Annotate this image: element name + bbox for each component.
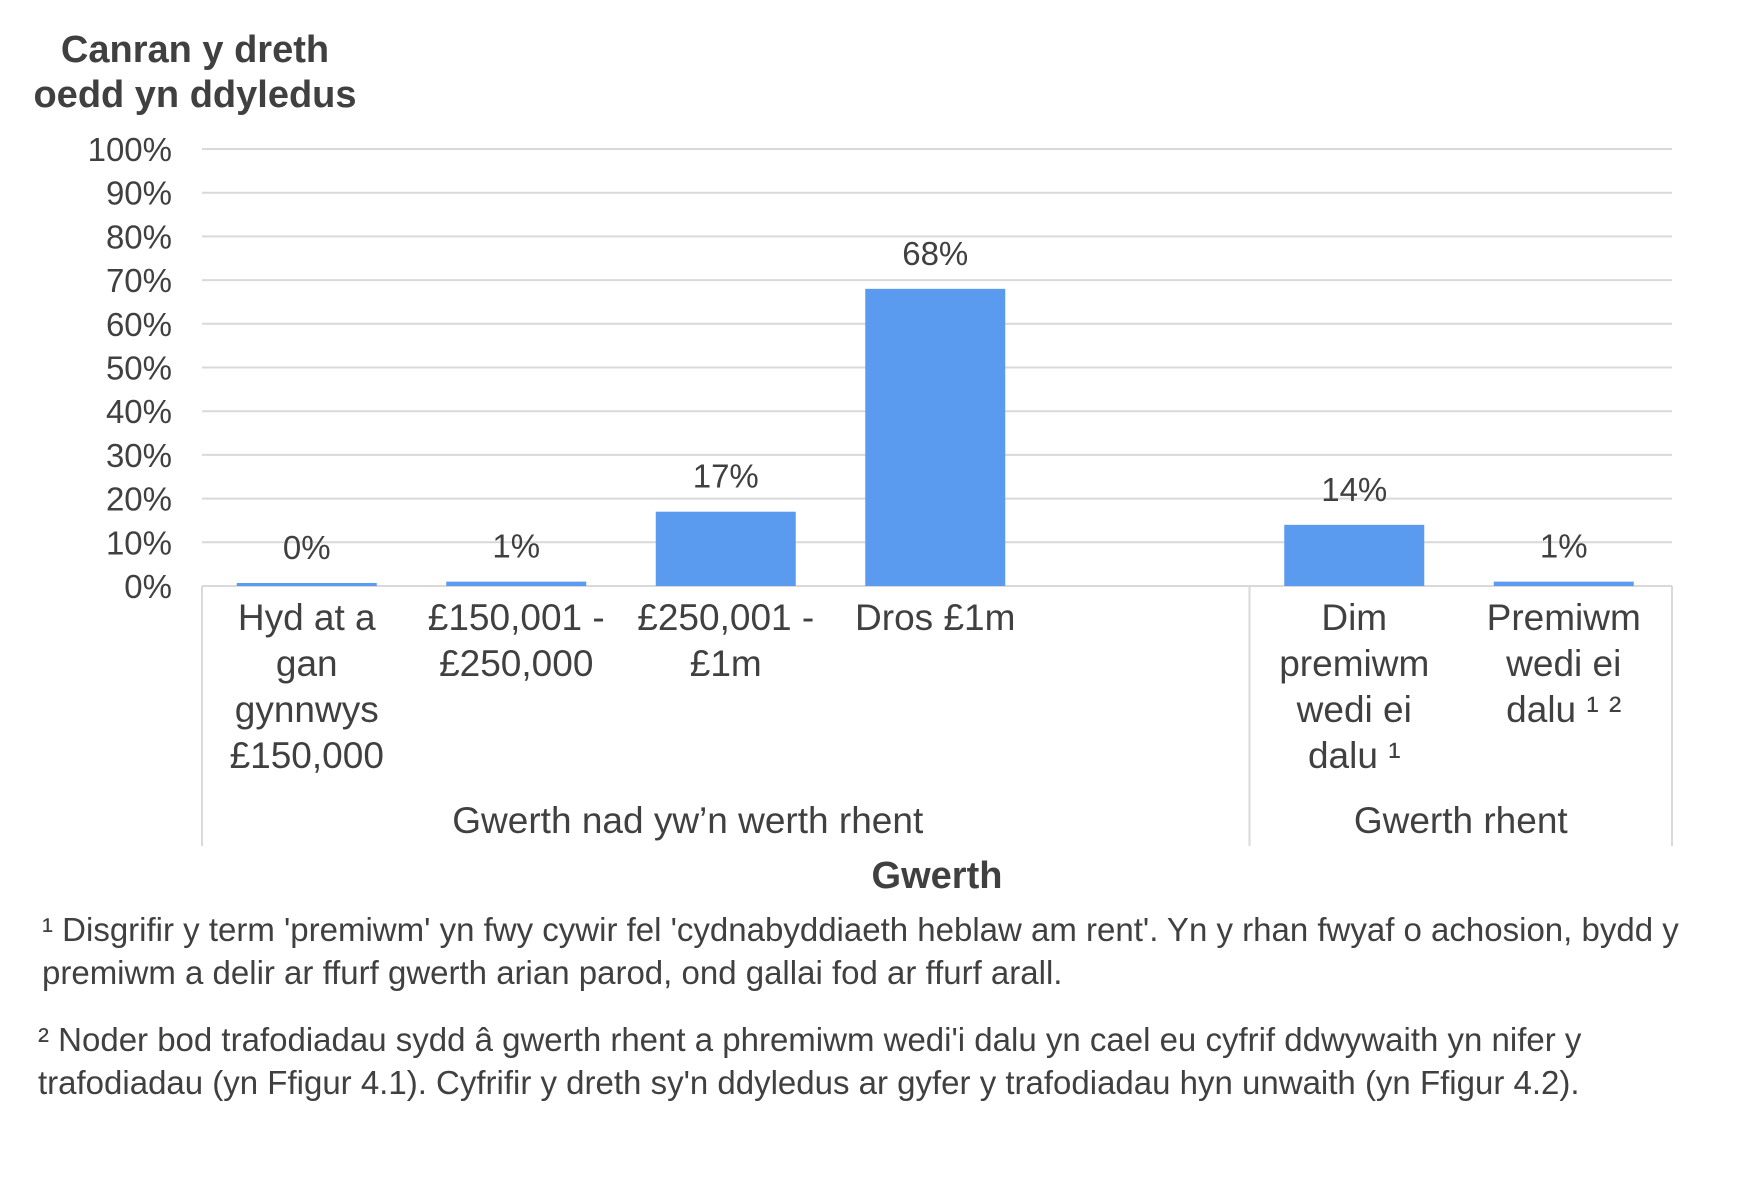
y-tick-label: 80% [106,218,172,255]
x-tick-label: Premiwm [1487,597,1641,638]
x-tick-label: gynnwys [235,689,379,730]
group-label: Gwerth rhent [1354,800,1569,841]
x-tick-label: dalu ¹ [1308,735,1401,776]
x-tick-label: £150,000 [230,735,384,776]
data-label: 68% [902,235,968,272]
group-label: Gwerth nad yw’n werth rhent [452,800,924,841]
y-tick-label: 90% [106,175,172,212]
data-label: 1% [1540,528,1588,565]
x-tick-label: £250,000 [439,643,593,684]
bar-chart: 0% 10% 20% 30% 40% 50% 60% 70% 80% 90% 100% 0% Hyd a… [88,131,1673,897]
footnote-1: ¹ Disgrifir y term 'premiwm' yn fwy cywi… [42,911,1679,991]
x-tick-label: gan [276,643,338,684]
x-tick-label: wedi ei [1296,689,1412,730]
y-tick-label: 0% [124,568,172,605]
y-tick-label: 20% [106,481,172,518]
x-tick-label: Dros £1m [855,597,1015,638]
data-label: 0% [283,529,331,566]
x-tick-label: premiwm [1279,643,1429,684]
y-axis-title: Canran y dreth oedd yn ddyledus [33,29,357,116]
x-tick-label: dalu ¹ ² [1506,689,1621,730]
x-tick-label: Hyd at a [238,597,376,638]
y-tick-label: 60% [106,306,172,343]
data-label: 1% [492,528,540,565]
data-label: 17% [693,458,759,495]
x-tick-label: £1m [690,643,762,684]
bar [865,288,1006,586]
x-tick-label: £250,001 - [637,597,814,638]
y-tick-label: 100% [88,131,172,168]
bar [1493,581,1634,586]
bar [446,581,587,586]
bar [655,511,796,586]
bar [1284,524,1425,586]
footnote-2: ² Noder bod trafodiadau sydd â gwerth rh… [38,1021,1582,1101]
data-label: 14% [1321,471,1387,508]
y-tick-label: 70% [106,262,172,299]
x-tick-label: wedi ei [1505,643,1621,684]
x-tick-label: £150,001 - [428,597,605,638]
x-tick-label: Dim [1321,597,1387,638]
y-tick-label: 40% [106,393,172,430]
y-tick-label: 30% [106,437,172,474]
y-tick-label: 50% [106,350,172,387]
x-axis-title: Gwerth [872,855,1003,897]
bar [236,583,377,586]
y-tick-label: 10% [106,524,172,561]
